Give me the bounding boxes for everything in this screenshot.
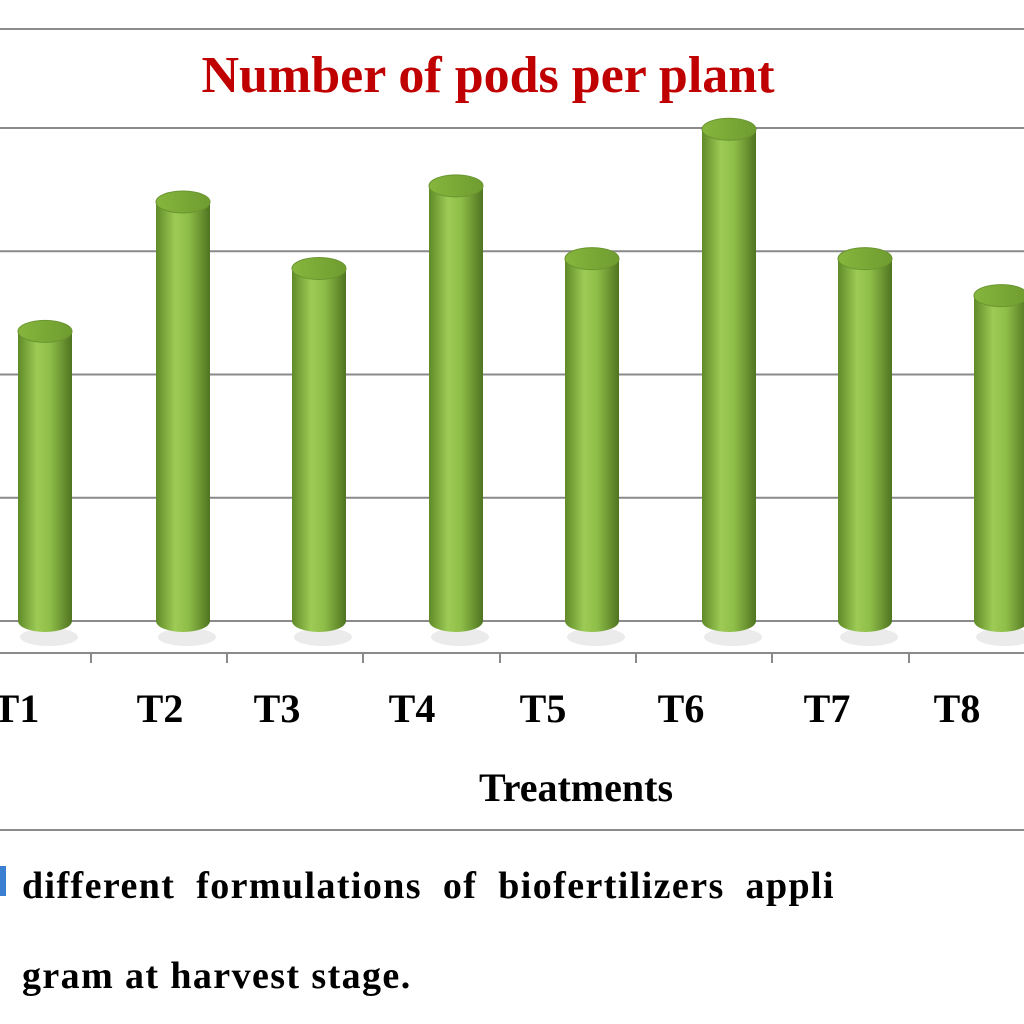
caption-line-2: gram at harvest stage.: [22, 955, 412, 997]
x-tick-label-t8: T8: [934, 686, 981, 731]
x-tick-labels: T1 T2 T3 T4 T5 T6 T7 T8: [0, 686, 980, 731]
figure-frame: [0, 28, 1024, 831]
bar-t5: [564, 247, 625, 646]
bar-t7: [837, 247, 898, 646]
x-tick-label-t7: T7: [804, 686, 851, 731]
caption-line-1: different formulations of biofertilizers…: [22, 865, 835, 907]
chart-title: Number of pods per plant: [201, 47, 775, 104]
bar-t6: [701, 117, 762, 646]
x-axis: [0, 652, 1024, 663]
bar-t8: [973, 284, 1024, 646]
bar-t1: [17, 319, 78, 646]
x-tick-label-t5: T5: [520, 686, 567, 731]
x-tick-label-t4: T4: [389, 686, 436, 731]
x-tick-label-t3: T3: [254, 686, 301, 731]
bar-t2: [155, 190, 216, 646]
bar-t4: [428, 174, 489, 646]
x-tick-label-t6: T6: [658, 686, 705, 731]
bar-t3: [291, 257, 352, 646]
x-tick-label-t1: T1: [0, 686, 39, 731]
x-tick-label-t2: T2: [137, 686, 184, 731]
x-axis-label: Treatments: [478, 765, 674, 810]
caption-marker: [0, 866, 6, 896]
bars: [17, 117, 1024, 646]
